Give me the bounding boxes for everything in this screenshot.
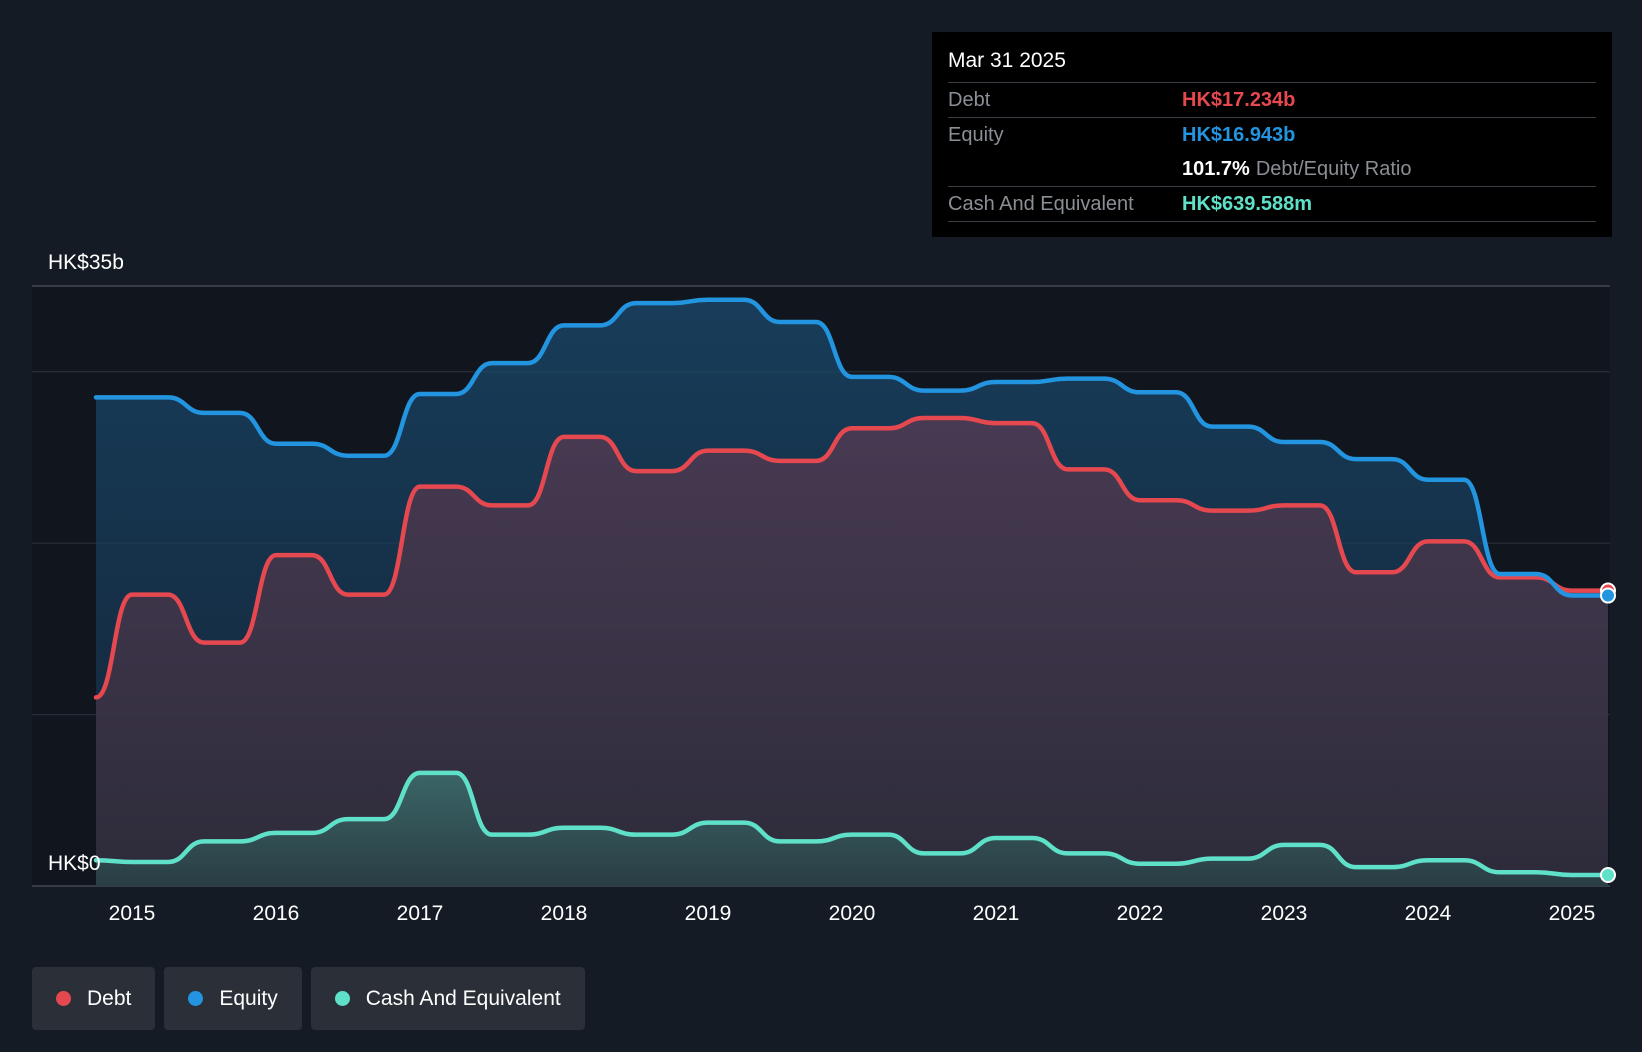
line-cash <box>93 770 1611 878</box>
x-tick-label: 2024 <box>1405 902 1452 925</box>
legend-dot-cash <box>334 991 350 1006</box>
tooltip-ratio-value: 101.7% <box>1182 158 1250 180</box>
x-tick-label: 2022 <box>1117 902 1164 925</box>
y-tick-label-bottom: HK$0 <box>48 852 101 875</box>
tooltip-debt-label: Debt <box>948 89 991 111</box>
legend: Debt Equity Cash And Equivalent <box>32 967 585 1030</box>
tooltip-cash-label: Cash And Equivalent <box>948 193 1134 215</box>
end-marker-cash[interactable] <box>1600 867 1616 884</box>
tooltip-equity-value: HK$16.943b <box>1182 124 1296 146</box>
x-tick-label: 2019 <box>685 902 732 925</box>
legend-dot-equity <box>188 991 204 1006</box>
legend-label-cash: Cash And Equivalent <box>365 986 561 1010</box>
tooltip-panel: Mar 31 2025 Debt HK$17.234b Equity HK$16… <box>932 32 1612 237</box>
legend-dot-debt <box>56 991 71 1006</box>
legend-item-debt[interactable]: Debt <box>32 967 156 1030</box>
tooltip-debt-row: Debt HK$17.234b <box>948 83 1596 118</box>
x-tick-label: 2021 <box>973 902 1020 925</box>
tooltip-debt-value: HK$17.234b <box>1182 89 1296 111</box>
x-tick-label: 2020 <box>829 902 876 925</box>
tooltip-ratio-row: 101.7% Debt/Equity Ratio <box>948 152 1596 187</box>
legend-label-debt: Debt <box>87 986 132 1010</box>
legend-item-cash[interactable]: Cash And Equivalent <box>310 967 585 1030</box>
x-tick-label: 2016 <box>253 902 300 925</box>
legend-item-equity[interactable]: Equity <box>164 967 302 1030</box>
area-debt <box>96 418 1608 886</box>
x-tick-label: 2023 <box>1261 902 1308 925</box>
tooltip-cash-value: HK$639.588m <box>1182 193 1313 215</box>
x-tick-label: 2015 <box>109 902 156 925</box>
legend-label-equity: Equity <box>219 986 278 1010</box>
tooltip-cash-row: Cash And Equivalent HK$639.588m <box>948 187 1596 222</box>
end-marker-equity[interactable] <box>1600 587 1616 604</box>
tooltip-date: Mar 31 2025 <box>948 46 1596 83</box>
line-equity <box>93 297 1611 598</box>
x-tick-label: 2018 <box>541 902 588 925</box>
area-cash <box>96 772 1608 886</box>
tooltip-equity-label: Equity <box>948 124 1004 146</box>
x-tick-label: 2025 <box>1549 902 1596 925</box>
tooltip-equity-row: Equity HK$16.943b <box>948 118 1596 152</box>
line-debt <box>93 415 1611 700</box>
tooltip-ratio-label: Debt/Equity Ratio <box>1255 158 1412 180</box>
x-tick-label: 2017 <box>397 902 444 925</box>
y-tick-label-top: HK$35b <box>48 251 124 274</box>
